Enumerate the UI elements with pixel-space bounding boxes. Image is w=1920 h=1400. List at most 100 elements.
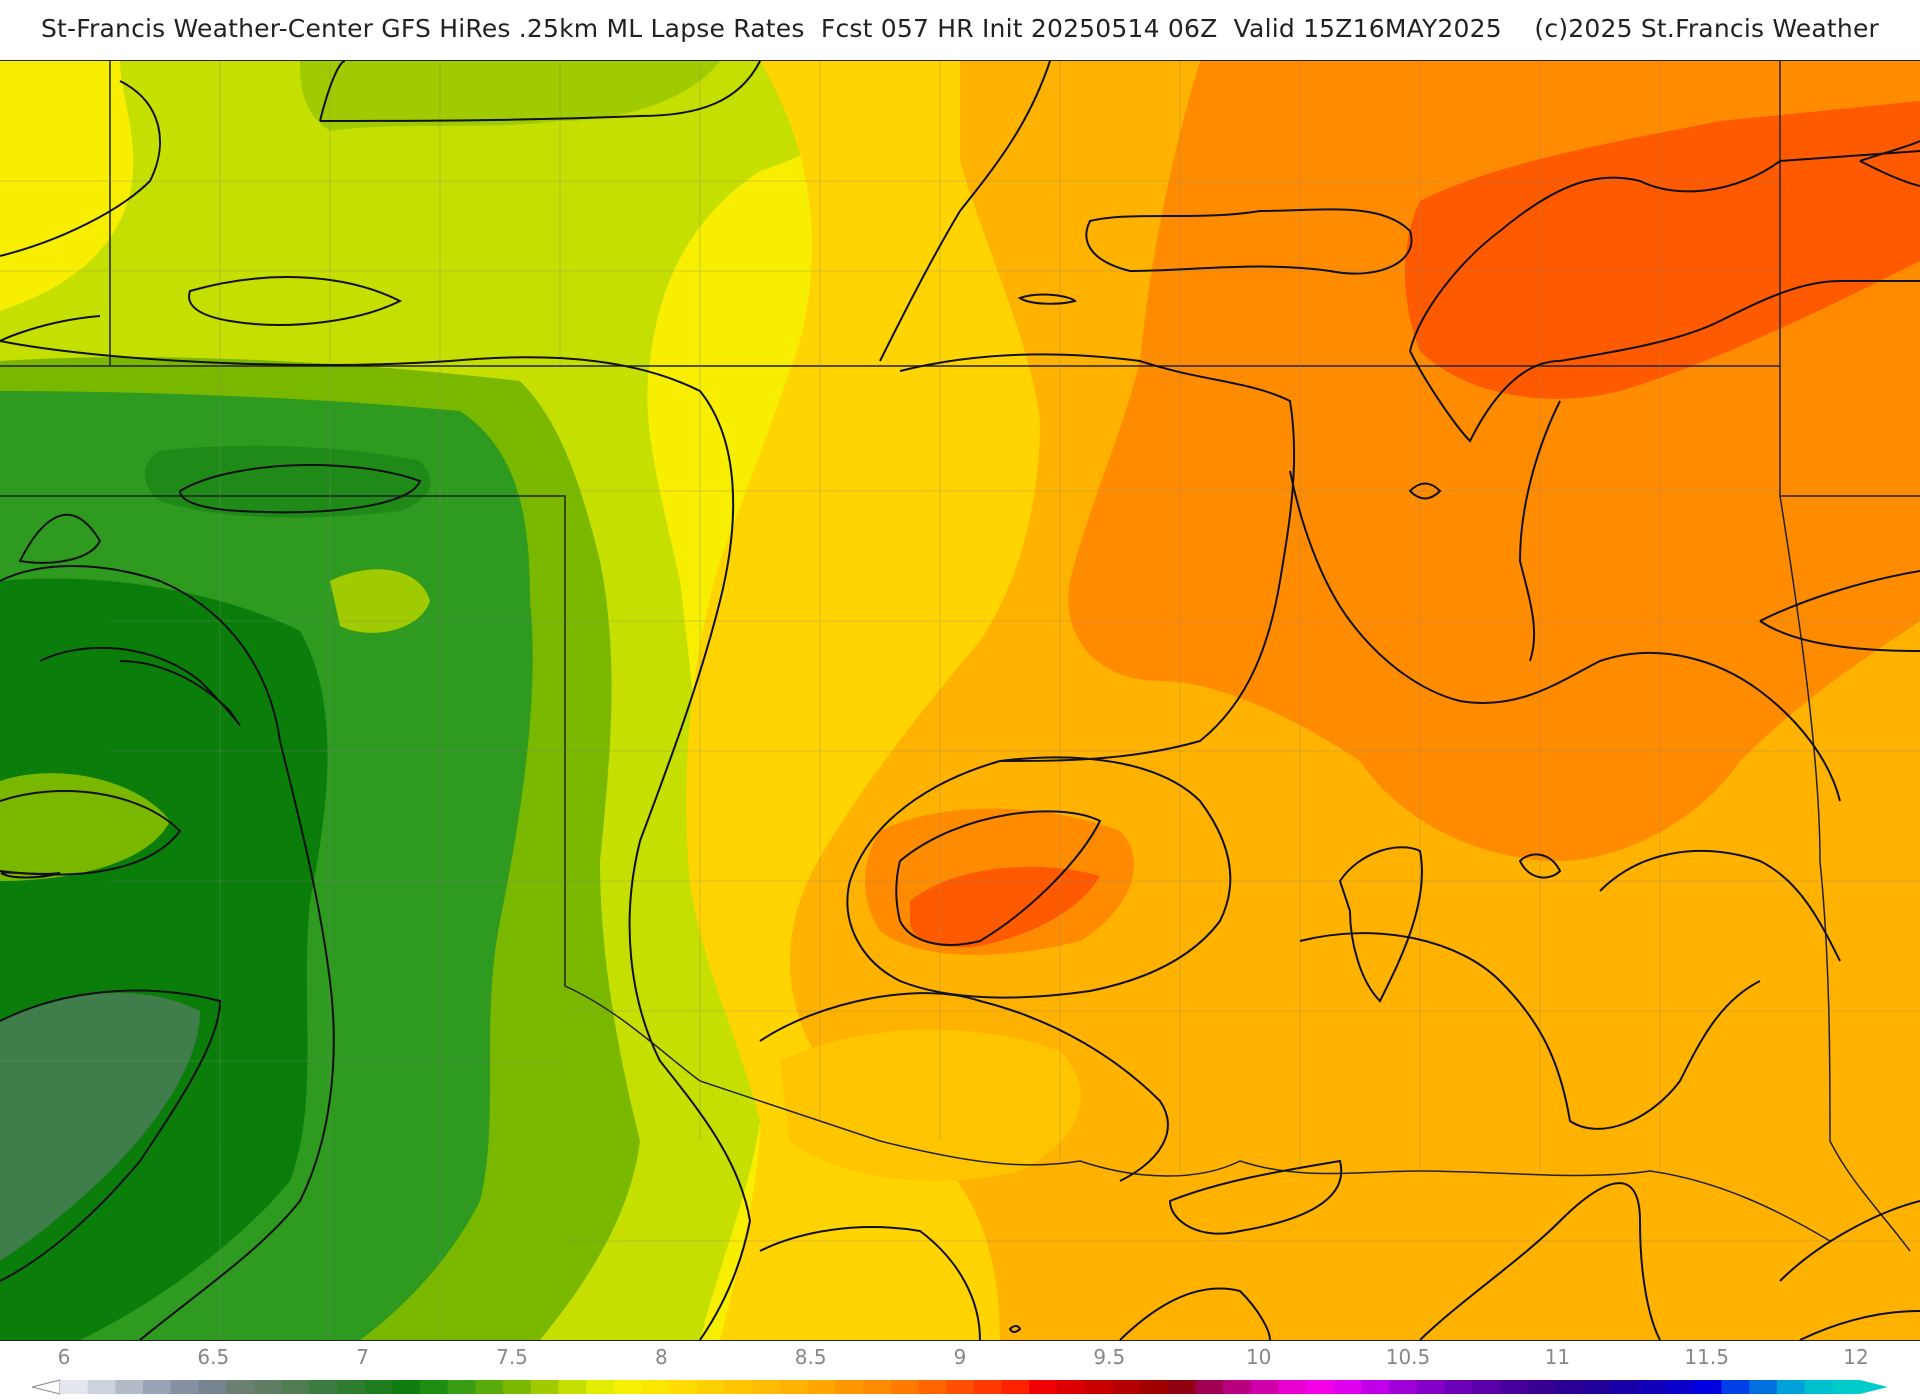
map-panel [0,60,1920,1341]
color-legend: 6 6.5 7 7.5 8 8.5 9 9.5 10 10.5 11 11.5 12 [0,1340,1920,1400]
legend-box-10 [336,1380,366,1394]
contour-30 [1599,850,1841,962]
title-bar: St-Francis Weather-Center GFS HiRes .25k… [0,0,1920,60]
legend-box-12 [392,1380,421,1394]
legend-box-28 [835,1380,864,1394]
map-title: St-Francis Weather-Center GFS HiRes .25k… [40,14,1880,43]
legend-box-36 [1056,1380,1086,1394]
legend-tick-6: 9 [954,1345,967,1369]
legend-tick-1: 6.5 [197,1345,229,1369]
legend-box-62 [1776,1380,1806,1394]
legend-tick-8: 10 [1246,1345,1271,1369]
legend-tick-2: 7 [356,1345,369,1369]
legend-box-33 [973,1380,1003,1394]
contour-3 [188,276,403,326]
legend-box-9 [309,1380,338,1394]
legend-box-35 [1029,1380,1058,1394]
legend-box-50 [1444,1380,1473,1394]
legend-box-26 [780,1380,809,1394]
legend-box-54 [1555,1380,1584,1394]
legend-box-5 [198,1380,227,1394]
legend-box-41 [1195,1380,1224,1394]
contour-25 [846,756,1232,999]
legend-box-1 [87,1380,116,1394]
contour-28 [759,992,1169,1182]
contour-14 [1017,293,1077,305]
field-yellow-green-patch [330,569,430,633]
legend-box-46 [1333,1380,1363,1394]
field-gray-green-core [0,992,200,1261]
contour-10 [0,790,182,876]
legend-tick-12: 12 [1843,1345,1868,1369]
legend-color-boxes [31,1379,1888,1395]
legend-box-30 [890,1380,919,1394]
legend-tick-7: 9.5 [1093,1345,1125,1369]
legend-box-29 [863,1380,892,1394]
contour-1 [319,61,761,122]
contour-2 [0,80,161,257]
contour-34 [1419,1182,1661,1340]
legend-box-24 [724,1380,753,1394]
contour-31 [1168,1159,1343,1235]
legend-box-22 [669,1380,698,1394]
legend-box-23 [696,1380,726,1394]
boundary-red-river [879,1140,1831,1242]
legend-box-17 [530,1380,559,1394]
legend-box-47 [1361,1380,1390,1394]
legend-tick-10: 11 [1545,1345,1570,1369]
legend-box-25 [752,1380,781,1394]
legend-box-59 [1693,1380,1723,1394]
legend-box-42 [1223,1380,1252,1394]
legend-box-2 [115,1380,144,1394]
field-light-green-top [300,61,720,131]
legend-box-64 [1832,1380,1861,1394]
legend-box-61 [1749,1380,1778,1394]
contour-6 [178,463,422,514]
contour-32 [759,1226,981,1340]
field-deep-green-band [145,445,431,518]
legend-box-11 [364,1380,393,1394]
field-red-orange-central [910,866,1100,948]
legend-box-3 [143,1380,172,1394]
contour-23 [1759,570,1920,652]
legend-arrow-left [31,1379,61,1395]
county-grid [0,61,1920,1340]
contour-19 [1408,482,1442,500]
legend-box-14 [447,1380,476,1394]
legend-box-16 [503,1380,532,1394]
legend-box-27 [807,1380,836,1394]
legend-box-32 [946,1380,975,1394]
contour-37 [1008,1325,1022,1333]
legend-box-56 [1610,1380,1639,1394]
contour-12 [0,871,61,879]
contour-24 [895,810,1102,946]
legend-box-20 [613,1380,643,1394]
contour-15 [1085,208,1413,275]
legend-tick-9: 10.5 [1386,1345,1431,1369]
legend-box-58 [1666,1380,1695,1394]
contour-22 [1289,470,1841,802]
legend-box-31 [918,1380,947,1394]
contour-35 [1779,1200,1920,1282]
legend-box-51 [1472,1380,1501,1394]
legend-tick-5: 8.5 [795,1345,827,1369]
legend-box-37 [1084,1380,1113,1394]
contour-lines [0,61,1920,1340]
legend-svg: 6 6.5 7 7.5 8 8.5 9 9.5 10 10.5 11 11.5 12 [31,1345,1888,1395]
legend-box-53 [1527,1380,1556,1394]
legend-arrow-right [1860,1380,1888,1394]
legend-box-15 [475,1380,504,1394]
legend-box-43 [1250,1380,1279,1394]
contour-16 [899,353,1296,762]
contour-29 [1299,932,1761,1130]
contour-7 [18,513,102,564]
legend-tick-0: 6 [58,1345,71,1369]
contour-8 [0,565,335,1340]
legend-tick-3: 7.5 [496,1345,528,1369]
contour-13 [879,61,1051,362]
contour-20 [1859,140,1920,187]
field-amber-south [780,1029,1081,1181]
legend-box-19 [586,1380,615,1394]
legend-box-13 [420,1380,449,1394]
legend-box-4 [170,1380,199,1394]
